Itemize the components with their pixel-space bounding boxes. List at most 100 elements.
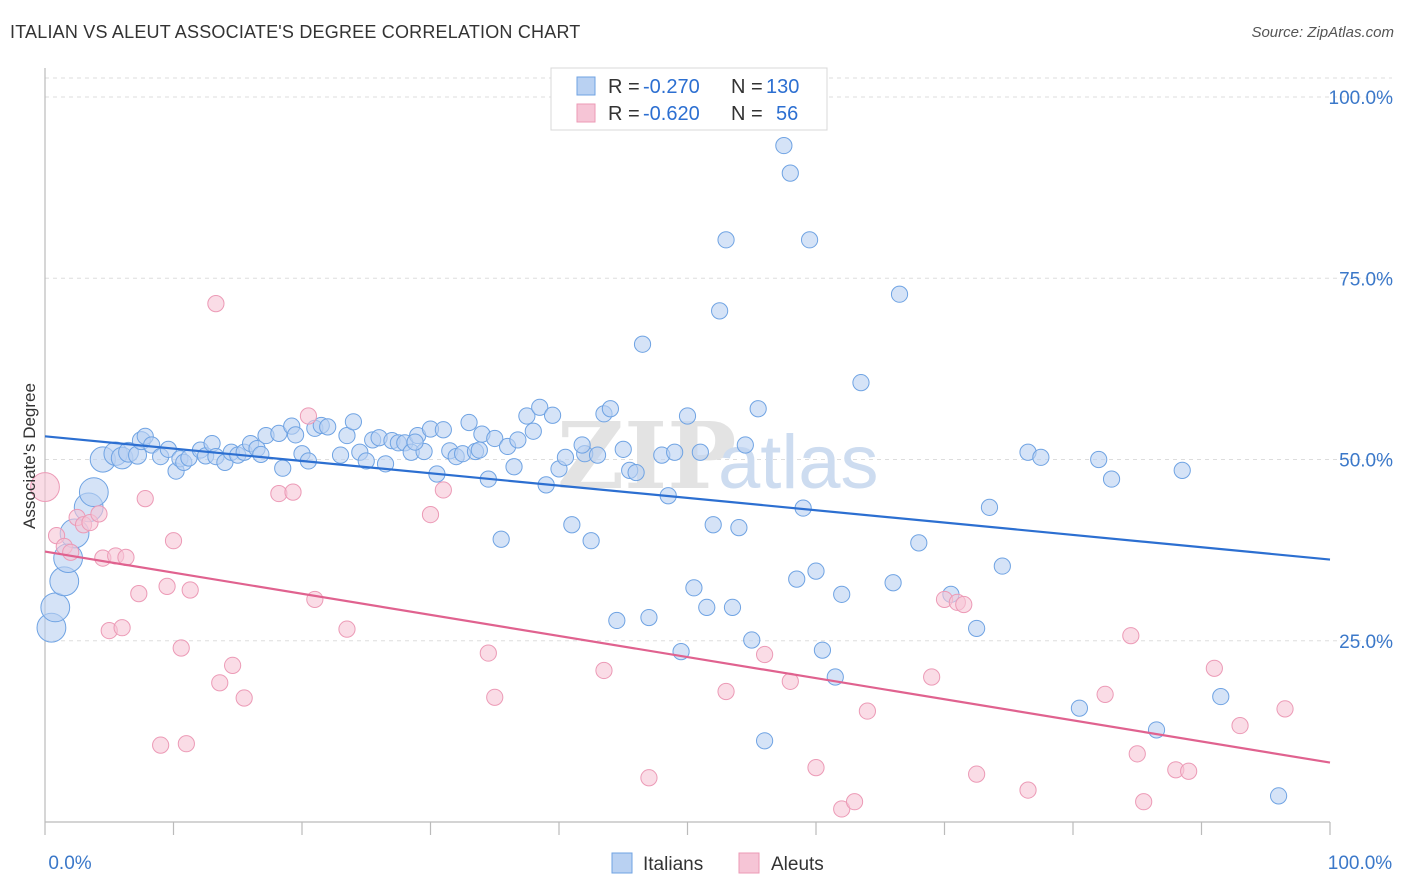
aleuts-point xyxy=(130,585,148,603)
y-tick-label-50: 50.0% xyxy=(1339,451,1393,472)
italians-point xyxy=(890,285,909,303)
aleuts-point xyxy=(211,674,229,692)
italians-point xyxy=(1090,450,1108,469)
aleuts-point xyxy=(30,472,60,502)
italians-point xyxy=(319,418,337,436)
italians-point xyxy=(833,585,851,603)
aleuts-point xyxy=(756,645,774,664)
italians-point xyxy=(1032,448,1050,466)
italians-point xyxy=(1102,470,1121,488)
correlation-legend: R = -0.270 N = 130 R = -0.620 N = 56 xyxy=(550,67,828,131)
italians-point xyxy=(1173,461,1191,479)
gridlines xyxy=(45,77,1392,642)
y-tick-label-100: 100.0% xyxy=(1329,88,1394,109)
italians-point xyxy=(1070,699,1089,717)
aleuts-point xyxy=(1205,659,1223,677)
aleuts-point xyxy=(955,595,973,614)
aleuts-point xyxy=(421,505,440,524)
italians-point xyxy=(608,611,626,630)
aleuts-point xyxy=(923,668,941,686)
italians-point xyxy=(573,436,591,454)
x-axis-ticks xyxy=(44,822,1331,835)
italians-point xyxy=(730,519,748,537)
legend-n-label-2: N = xyxy=(731,103,763,125)
aleuts-point xyxy=(338,620,356,638)
legend-italians-label: Italians xyxy=(643,854,703,875)
italians-point xyxy=(633,335,652,353)
italians-point xyxy=(756,732,774,750)
italians-point xyxy=(531,398,549,416)
italians-point xyxy=(518,407,536,425)
italians-point xyxy=(252,445,270,464)
italians-trend-line xyxy=(44,435,1331,561)
legend-italians-swatch xyxy=(611,852,633,874)
series-aleuts-points xyxy=(30,295,1294,818)
italians-point xyxy=(274,459,292,477)
italians-point xyxy=(543,406,562,424)
aleuts-point xyxy=(807,759,825,777)
aleuts-point xyxy=(1019,781,1037,799)
series-italians-points xyxy=(36,136,1288,805)
trend-lines xyxy=(44,435,1331,764)
italians-point xyxy=(968,619,986,638)
italians-point xyxy=(492,530,510,548)
italians-point xyxy=(807,562,825,580)
aleuts-point xyxy=(113,619,131,637)
aleuts-point xyxy=(90,505,108,523)
aleuts-point xyxy=(177,735,195,753)
aleuts-point xyxy=(968,765,986,783)
aleuts-point xyxy=(306,590,324,609)
aleuts-point xyxy=(595,661,613,680)
italians-point xyxy=(691,443,709,461)
italians-point xyxy=(800,231,819,249)
legend-swatch-aleuts xyxy=(576,103,596,123)
italians-point xyxy=(460,413,478,432)
italians-point xyxy=(749,400,767,418)
aleuts-point xyxy=(486,688,504,706)
aleuts-point xyxy=(434,481,452,499)
italians-point xyxy=(331,446,350,464)
italians-point xyxy=(588,446,607,464)
aleuts-point xyxy=(858,702,877,720)
legend-n-value-2: 56 xyxy=(776,103,798,125)
aleuts-point xyxy=(1231,716,1249,735)
aleuts-point xyxy=(1128,745,1146,763)
italians-point xyxy=(711,302,729,320)
aleuts-point xyxy=(845,793,864,811)
italians-point xyxy=(470,441,488,459)
italians-point xyxy=(788,570,806,588)
aleuts-point xyxy=(158,577,176,595)
italians-point xyxy=(1270,787,1288,805)
y-tick-labels: 25.0% 50.0% 75.0% 100.0% xyxy=(1329,88,1394,653)
y-axis-label: Associate's Degree xyxy=(20,383,39,529)
italians-point xyxy=(357,452,375,470)
italians-point xyxy=(678,407,697,425)
watermark-atlas: atlas xyxy=(718,420,879,505)
aleuts-point xyxy=(479,644,497,662)
y-tick-label-75: 75.0% xyxy=(1339,269,1393,290)
italians-point xyxy=(614,440,632,458)
legend-n-label-1: N = xyxy=(731,76,763,98)
italians-point xyxy=(993,557,1011,575)
italians-point xyxy=(524,422,542,440)
legend-aleuts-label: Aleuts xyxy=(771,854,824,875)
italians-point xyxy=(563,516,581,534)
source-label: Source: ZipAtlas.com xyxy=(1251,24,1394,41)
aleuts-point xyxy=(235,689,253,707)
aleuts-point xyxy=(717,682,735,701)
italians-point xyxy=(704,516,722,534)
aleuts-point xyxy=(1180,762,1198,780)
italians-point xyxy=(406,433,424,451)
italians-point xyxy=(743,631,761,649)
italians-point xyxy=(270,424,288,442)
series-legend: Italians Aleuts xyxy=(611,852,824,875)
legend-r-value-1: -0.270 xyxy=(643,76,700,98)
italians-point xyxy=(698,598,716,617)
italians-point xyxy=(910,534,928,552)
aleuts-point xyxy=(164,532,183,550)
legend-r-label-2: R = xyxy=(608,103,640,125)
aleuts-point xyxy=(172,639,190,657)
italians-point xyxy=(884,574,902,592)
aleuts-point xyxy=(1122,627,1140,645)
italians-point xyxy=(723,598,742,617)
